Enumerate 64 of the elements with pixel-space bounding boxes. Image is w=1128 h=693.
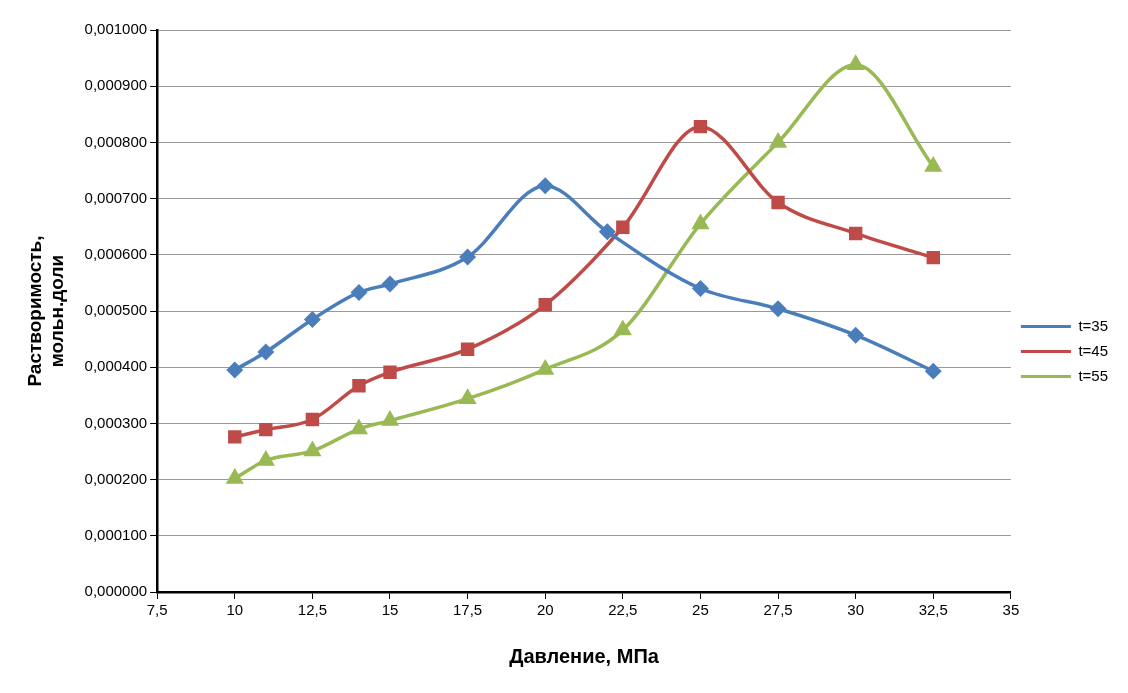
point xyxy=(692,280,709,297)
y-tick-label: 0,000600 xyxy=(84,244,148,262)
point xyxy=(925,363,942,379)
point xyxy=(615,321,631,336)
point xyxy=(304,311,321,328)
point xyxy=(258,451,274,466)
point xyxy=(228,430,242,444)
point xyxy=(305,412,320,427)
x-axis-title: Давление, МПа xyxy=(509,644,660,667)
x-tick-label: 35 xyxy=(1002,601,1020,619)
x-tick-label: 7,5 xyxy=(146,601,168,619)
y-tick-label: 0,000000 xyxy=(84,582,148,600)
point xyxy=(538,298,552,312)
point xyxy=(382,411,398,426)
x-tick-label: 15 xyxy=(381,601,399,619)
x-tick-label: 12,5 xyxy=(297,601,327,619)
point xyxy=(616,220,630,234)
y-tick-label: 0,000800 xyxy=(84,132,148,150)
point xyxy=(258,344,274,360)
x-tick-label: 27,5 xyxy=(763,601,793,619)
point xyxy=(599,224,616,240)
y-tick-label: 0,000300 xyxy=(84,413,148,431)
point xyxy=(459,389,476,404)
point xyxy=(227,362,243,378)
legend-label: t=45 xyxy=(1078,341,1109,359)
y-tick-label: 0,000500 xyxy=(84,301,148,319)
point xyxy=(537,177,553,194)
point xyxy=(925,157,942,172)
y-tick-label: 0,000200 xyxy=(84,469,148,487)
point xyxy=(226,469,243,484)
legend-label: t=55 xyxy=(1078,366,1109,384)
point xyxy=(459,249,476,265)
y-tick-label: 0,000900 xyxy=(84,76,148,94)
point xyxy=(770,133,786,148)
point xyxy=(926,250,940,265)
point xyxy=(847,327,864,343)
y-tick-label: 0,000700 xyxy=(84,188,148,206)
x-tick-label: 22,5 xyxy=(608,601,638,619)
point xyxy=(259,422,273,437)
y-tick-label: 0,001000 xyxy=(84,20,148,38)
x-tick-label: 20 xyxy=(536,601,554,619)
point xyxy=(693,119,708,134)
point xyxy=(460,342,475,356)
x-tick-label: 30 xyxy=(847,601,865,619)
x-tick-label: 32,5 xyxy=(918,601,948,619)
point xyxy=(692,215,709,230)
point xyxy=(771,195,785,210)
y-tick-label: 0,000400 xyxy=(84,357,148,375)
point xyxy=(351,284,367,301)
point xyxy=(770,301,786,317)
point xyxy=(383,365,397,379)
y-tick-label: 0,000100 xyxy=(84,525,148,543)
point xyxy=(847,56,864,71)
point xyxy=(351,420,367,435)
x-tick-label: 17,5 xyxy=(453,601,483,619)
legend-label: t=35 xyxy=(1078,316,1109,334)
x-tick-label: 10 xyxy=(226,601,244,619)
point xyxy=(537,360,554,375)
point xyxy=(352,379,366,393)
point xyxy=(382,276,398,292)
point xyxy=(304,442,321,457)
y-axis-title: Растворимость, мольн.доли xyxy=(23,235,68,387)
point xyxy=(848,226,863,241)
x-tick-label: 25 xyxy=(692,601,709,619)
